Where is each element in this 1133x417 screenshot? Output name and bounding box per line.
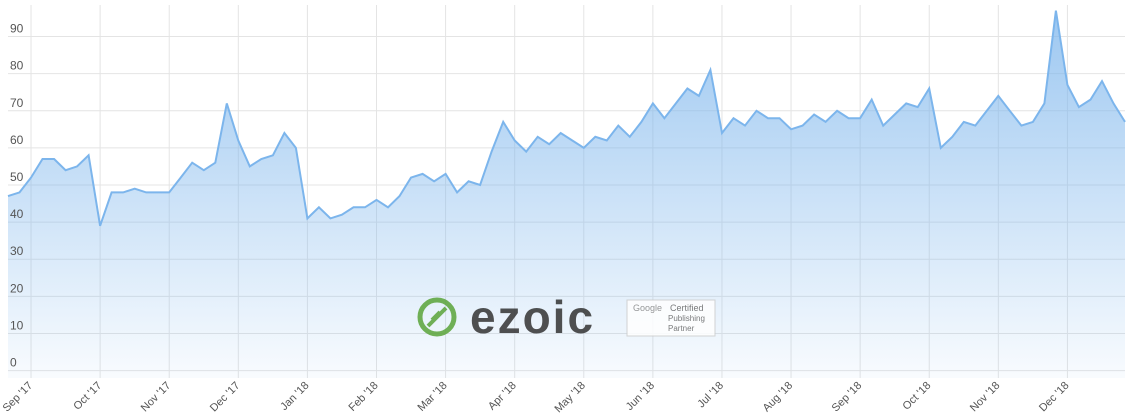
x-tick-label: Jan '18 bbox=[278, 380, 311, 413]
x-tick-label: Oct '18 bbox=[901, 380, 934, 413]
y-tick-label: 10 bbox=[10, 318, 24, 332]
y-tick-label: 80 bbox=[10, 59, 24, 73]
brand: ezoic bbox=[470, 291, 595, 343]
x-tick-label: Oct '17 bbox=[71, 380, 104, 413]
x-tick-label: Mar '18 bbox=[416, 380, 450, 414]
y-tick-label: 70 bbox=[10, 96, 24, 110]
y-tick-label: 0 bbox=[10, 356, 17, 370]
x-tick-label: Jun '18 bbox=[624, 380, 657, 413]
x-tick-label: Dec '18 bbox=[1037, 380, 1072, 415]
x-tick-label: Apr '18 bbox=[486, 380, 519, 413]
y-tick-label: 40 bbox=[10, 207, 24, 221]
badge-text: Google bbox=[633, 303, 662, 313]
y-tick-label: 50 bbox=[10, 170, 24, 184]
y-tick-label: 90 bbox=[10, 22, 24, 36]
x-tick-label: Nov '17 bbox=[139, 380, 174, 415]
x-tick-label: Dec '17 bbox=[208, 380, 243, 415]
x-tick-label: Jul '18 bbox=[695, 380, 726, 411]
y-tick-label: 60 bbox=[10, 133, 24, 147]
y-tick-label: 20 bbox=[10, 281, 24, 295]
x-tick-label: Aug '18 bbox=[761, 380, 796, 415]
line bbox=[7, 10, 1126, 227]
logo-icon bbox=[426, 306, 448, 328]
y-tick-label: 30 bbox=[10, 244, 24, 258]
badge-text: Certified bbox=[670, 303, 704, 313]
badge-text: Partner bbox=[668, 324, 695, 333]
area bbox=[8, 10, 1125, 378]
x-tick-label: Nov '18 bbox=[968, 380, 1003, 415]
x-tick-label: Sep '18 bbox=[830, 380, 865, 415]
logo-icon bbox=[417, 297, 457, 337]
badge-text: Publishing bbox=[668, 314, 705, 323]
x-tick-label: May '18 bbox=[552, 380, 587, 415]
badge bbox=[626, 299, 716, 337]
x-tick-label: Feb '18 bbox=[346, 380, 380, 414]
watermark: ezoic Google Certified Publishing Partne… bbox=[417, 291, 716, 343]
x-tick-label: Sep '17 bbox=[1, 380, 36, 415]
